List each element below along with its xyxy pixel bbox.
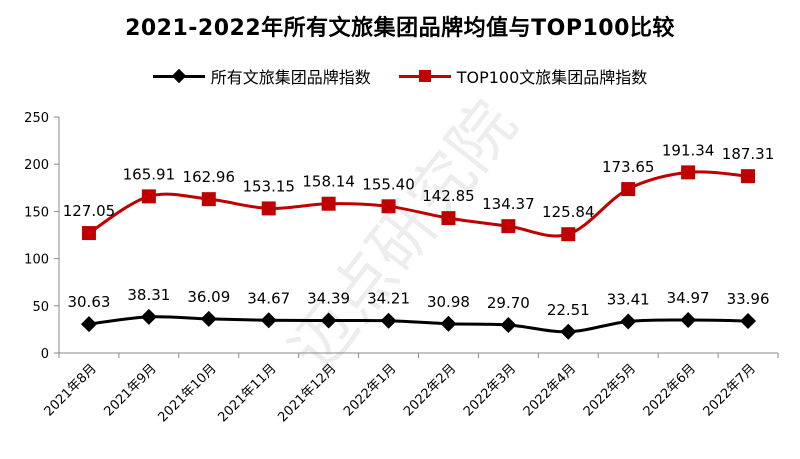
data-label-all-groups: 34.39 <box>307 290 350 308</box>
data-label-all-groups: 30.63 <box>67 293 110 311</box>
marker-top100 <box>81 226 96 241</box>
x-tick-label: 2022年3月 <box>461 361 519 419</box>
x-tick-label: 2022年2月 <box>401 361 459 419</box>
x-tick-label: 2021年10月 <box>156 361 220 425</box>
x-tick-label: 2021年9月 <box>101 361 159 419</box>
data-label-top100: 165.91 <box>123 165 176 183</box>
legend-swatch-all-groups <box>152 68 205 84</box>
data-label-top100: 191.34 <box>662 141 715 159</box>
marker-all-groups <box>680 311 697 328</box>
marker-all-groups <box>500 316 517 333</box>
marker-top100 <box>321 196 336 211</box>
y-tick-label: 0 <box>41 347 49 362</box>
y-tick-label: 50 <box>32 300 49 315</box>
marker-top100 <box>381 199 396 214</box>
marker-all-groups <box>200 310 217 327</box>
marker-all-groups <box>740 312 757 329</box>
data-label-all-groups: 34.97 <box>667 289 710 307</box>
data-label-all-groups: 33.96 <box>727 290 770 308</box>
marker-top100 <box>561 227 576 242</box>
data-label-top100: 173.65 <box>602 158 655 176</box>
y-tick-label: 250 <box>24 111 49 126</box>
data-label-all-groups: 34.67 <box>247 289 290 307</box>
marker-top100 <box>621 182 636 197</box>
legend: 所有文旅集团品牌指数 TOP100文旅集团品牌指数 <box>0 64 800 88</box>
data-label-top100: 127.05 <box>63 202 116 220</box>
x-tick-label: 2022年5月 <box>581 361 639 419</box>
marker-all-groups <box>260 312 277 329</box>
chart-title: 2021-2022年所有文旅集团品牌均值与TOP100比较 <box>125 16 675 41</box>
data-label-all-groups: 38.31 <box>127 286 170 304</box>
legend-item-all-groups: 所有文旅集团品牌指数 <box>152 64 371 88</box>
x-tick-label: 2021年11月 <box>215 361 279 425</box>
data-label-top100: 142.85 <box>422 187 475 205</box>
data-label-all-groups: 22.51 <box>547 301 590 319</box>
marker-all-groups <box>440 315 457 332</box>
data-label-all-groups: 34.21 <box>367 290 410 308</box>
marker-all-groups <box>380 312 397 329</box>
legend-label-all-groups: 所有文旅集团品牌指数 <box>210 68 371 87</box>
marker-top100 <box>201 192 216 207</box>
marker-top100 <box>681 165 696 180</box>
data-label-top100: 162.96 <box>183 168 236 186</box>
data-label-top100: 187.31 <box>722 145 775 163</box>
y-tick-label: 100 <box>24 253 49 268</box>
legend-item-top100: TOP100文旅集团品牌指数 <box>398 64 648 88</box>
watermark-text: 迈点研究院 <box>276 88 531 386</box>
data-label-top100: 125.84 <box>542 203 595 221</box>
data-label-all-groups: 33.41 <box>607 290 650 308</box>
data-label-all-groups: 30.98 <box>427 293 470 311</box>
marker-top100 <box>501 219 516 234</box>
data-label-top100: 158.14 <box>302 173 355 191</box>
legend-swatch-top100 <box>398 69 451 83</box>
legend-label-top100: TOP100文旅集团品牌指数 <box>456 68 648 87</box>
marker-all-groups <box>560 323 577 340</box>
x-tick-label: 2022年6月 <box>641 361 699 419</box>
marker-all-groups <box>140 308 157 325</box>
data-label-all-groups: 29.70 <box>487 294 530 312</box>
y-tick-label: 200 <box>24 158 49 173</box>
data-label-top100: 134.37 <box>482 195 535 213</box>
marker-top100 <box>441 211 456 226</box>
marker-top100 <box>141 189 156 204</box>
data-label-top100: 155.40 <box>362 175 415 193</box>
x-tick-label: 2021年12月 <box>275 361 339 425</box>
marker-top100 <box>741 169 756 184</box>
data-label-all-groups: 36.09 <box>187 288 230 306</box>
x-tick-label: 2022年1月 <box>341 361 399 419</box>
marker-all-groups <box>620 313 637 330</box>
y-tick-label: 150 <box>24 205 49 220</box>
data-label-top100: 153.15 <box>242 177 295 195</box>
marker-all-groups <box>320 312 337 329</box>
x-tick-label: 2022年7月 <box>701 361 759 419</box>
x-tick-label: 2022年4月 <box>521 361 579 419</box>
marker-all-groups <box>80 316 97 333</box>
marker-top100 <box>261 201 276 216</box>
x-tick-label: 2021年8月 <box>42 361 100 419</box>
series-line-all-groups <box>88 315 749 334</box>
